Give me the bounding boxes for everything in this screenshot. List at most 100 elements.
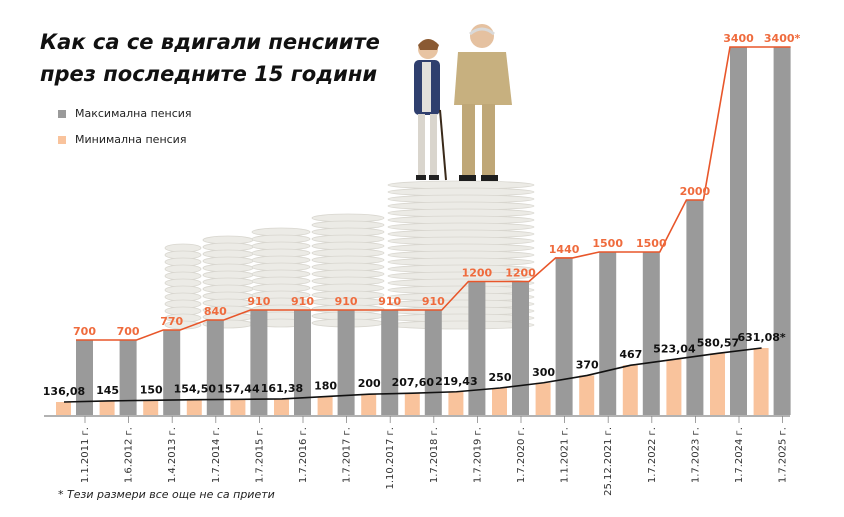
value-label-max: 1500 [592,237,623,250]
woman-leg [430,114,437,176]
value-label-min: 180 [314,380,337,393]
woman-shoe [429,175,439,180]
x-tick-label: 1.6.2012 г. [124,427,135,483]
upper-step-line [76,46,791,341]
bar-min [230,399,246,415]
value-label-max: 1500 [636,237,667,250]
bar-min [666,359,682,415]
value-label-max: 1200 [462,266,493,279]
value-label-max: 910 [378,295,401,308]
legend-item-min: Минимална пенсия [58,133,186,146]
bar-min [317,396,333,415]
x-tick-label: 1.10.2017 г. [385,427,396,490]
bar-max [76,340,93,415]
man-leg [482,104,495,176]
bar-max [773,47,791,415]
value-labels-layer: 700 136,08 700 145 770 150 840 154,50 910 157,44 9… [43,32,801,398]
woman-hair [418,39,439,50]
bar-max [119,340,137,415]
bar-max [686,200,704,415]
value-label-max: 1200 [505,266,536,279]
legend-swatch-orange [58,135,66,144]
value-label-max: 910 [422,295,445,308]
bar-max [555,257,573,415]
bar-max [424,310,442,415]
value-label-max: 910 [291,295,314,308]
value-label-max: 700 [117,325,140,338]
bar-min [404,393,420,415]
bar-max [250,310,268,415]
bar-max [337,310,355,415]
bar-min [143,400,159,415]
value-label-min: 250 [489,371,512,384]
x-tick-label: 1.1.2021 г. [560,427,571,483]
chart-title-line1: Как са се вдигали пенсиите [40,30,380,54]
bar-max [206,320,224,415]
man-shoe [481,175,498,181]
footnote: * Тези размери все още не са приети [58,488,275,501]
value-label-min: 631,08* [737,331,785,344]
value-label-min: 207,60 [392,376,435,389]
bar-min [448,391,464,415]
bar-max [381,310,399,415]
value-label-min: 200 [358,377,381,390]
value-label-min: 157,44 [217,382,260,395]
value-label-min: 467 [619,348,642,361]
value-label-min: 523,04 [653,342,696,355]
man-leg [462,104,475,176]
legend-item-max: Максимална пенсия [58,107,192,120]
woman-shoe [416,175,426,180]
bar-max [599,252,617,415]
value-label-max: 3400 [723,32,754,45]
chart-title-line2: през последните 15 години [40,62,378,86]
legend-label-min: Минимална пенсия [75,133,187,146]
bar-max [294,310,311,415]
bar-min [99,400,115,415]
bar-min [361,394,377,415]
bar-min [56,402,71,415]
coin-stack [311,213,385,328]
man-hair [469,27,495,36]
x-tick-label: 1.7.2016 г. [298,427,309,483]
value-label-max: 910 [335,295,358,308]
value-label-min: 136,08 [43,385,85,398]
value-label-max: 840 [204,305,227,318]
bar-max [163,330,181,415]
legend-swatch-gray [58,109,66,118]
woman-shirt [422,62,431,112]
bar-min [492,388,507,415]
value-label-max: 3400* [764,32,801,45]
bar-min [753,348,769,415]
value-label-max: 2000 [680,185,711,198]
man-shoe [459,175,476,181]
bar-max [730,47,747,415]
x-tick-label: 1.7.2024 г. [734,427,745,483]
x-tick-label: 1.7.2019 г. [472,427,483,483]
bars-layer [56,47,791,415]
x-tick-label: 1.7.2014 г. [211,427,222,483]
value-label-min: 145 [96,384,119,397]
value-label-max: 700 [73,325,96,338]
x-axis: 1.1.2011 г. 1.6.2012 г. 1.4.2013 г. 1.7.201… [44,415,790,496]
value-label-min: 161,38 [261,382,303,395]
bar-max [642,252,660,415]
coin-stacks-decoration [164,180,535,330]
bar-min [535,382,551,415]
x-tick-label: 1.7.2015 г. [254,427,265,483]
woman-leg [418,114,425,176]
lower-trend-line [63,347,762,403]
value-label-min: 580,57 [697,336,739,349]
value-label-max: 910 [247,295,270,308]
x-tick-label: 1.7.2018 г. [429,427,440,483]
x-tick-label: 1.1.2011 г. [80,427,91,483]
bar-min [622,365,638,415]
bar-max [512,281,529,415]
coin-stack [164,243,202,330]
x-tick-label: 1.7.2023 г. [690,427,701,483]
value-label-min: 219,43 [435,375,477,388]
walking-cane [439,109,447,181]
value-label-min: 154,50 [174,383,217,396]
bar-min [186,399,202,415]
